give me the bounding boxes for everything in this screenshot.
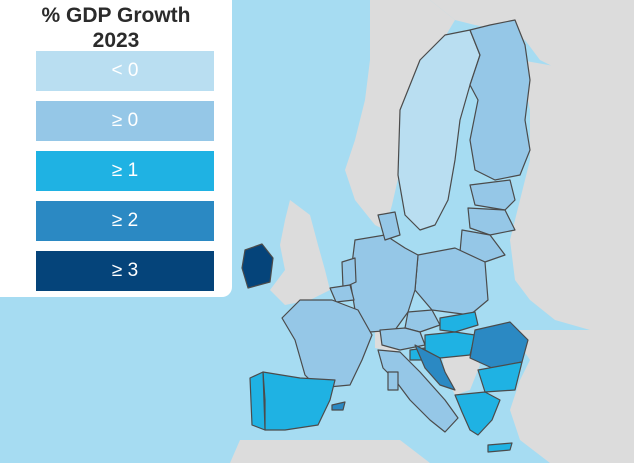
- legend-bin-below-0: < 0: [36, 51, 214, 91]
- denmark: [377, 211, 401, 241]
- slovakia: [439, 311, 479, 333]
- legend-title-line1: % GDP Growth: [41, 4, 191, 27]
- france: [281, 299, 373, 389]
- legend-bin-0: ≥ 0: [36, 101, 214, 141]
- balearic-islands: [331, 401, 346, 411]
- legend-bin-2: ≥ 2: [36, 201, 214, 241]
- croatia: [414, 344, 456, 391]
- eu-countries: [241, 19, 531, 453]
- corsica-sardinia: [387, 371, 399, 391]
- spain: [262, 371, 336, 431]
- russia-belarus-ukraine: [510, 60, 634, 330]
- latvia: [467, 207, 516, 236]
- belgium: [329, 284, 355, 303]
- finland: [469, 19, 531, 181]
- estonia: [469, 179, 516, 211]
- poland: [414, 247, 489, 316]
- turkey: [510, 330, 634, 463]
- bulgaria: [477, 361, 523, 393]
- legend-panel: % GDP Growth 2023 < 0 ≥ 0 ≥ 1 ≥ 2 ≥ 3: [0, 0, 232, 297]
- portugal: [249, 371, 266, 431]
- greece: [454, 391, 501, 436]
- czechia: [404, 309, 441, 333]
- great-britain: [270, 200, 330, 305]
- north-africa: [230, 440, 430, 463]
- ireland: [241, 243, 274, 289]
- legend-bin-1: ≥ 1: [36, 151, 214, 191]
- legend-bin-3: ≥ 3: [36, 251, 214, 291]
- netherlands: [341, 257, 357, 289]
- legend-title: % GDP Growth 2023: [0, 3, 232, 53]
- legend-title-line2: 2023: [92, 29, 140, 52]
- sweden: [397, 29, 481, 231]
- crete: [487, 442, 513, 453]
- lithuania: [459, 229, 506, 263]
